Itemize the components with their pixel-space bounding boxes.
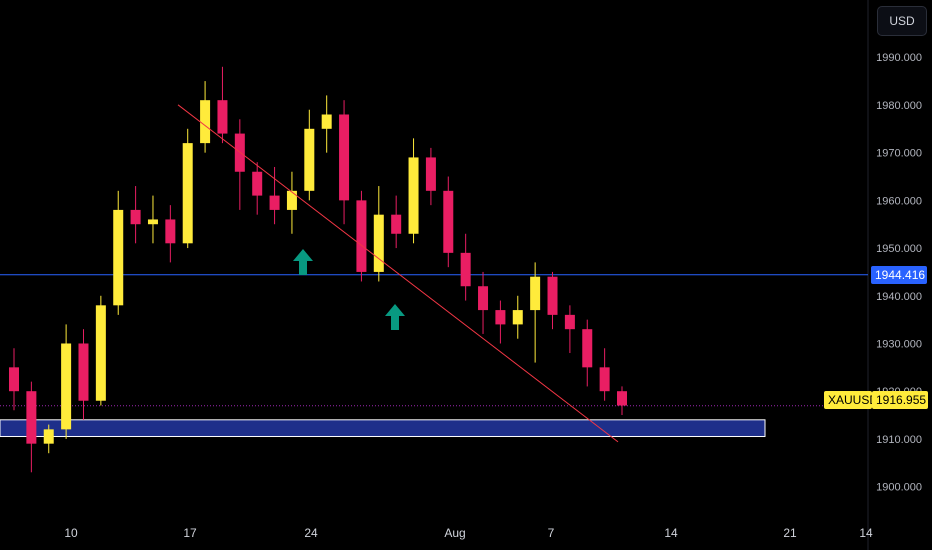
x-tick-label: 14 [664, 526, 678, 540]
x-tick-label: 10 [64, 526, 78, 540]
candle-body [530, 276, 541, 311]
candle-body [304, 128, 315, 191]
horizontal-line-price-tag: 1944.416 [871, 266, 927, 284]
candle-body [373, 214, 384, 272]
candle-body [61, 343, 72, 430]
candle-body [26, 391, 37, 444]
candle-body [512, 310, 523, 325]
symbol-tag: XAUUSD [824, 391, 878, 409]
candle-body [252, 171, 263, 196]
y-tick-label: 1970.000 [876, 148, 922, 160]
up-arrow-icon [385, 304, 405, 330]
candle-body [321, 114, 332, 129]
candle-body [217, 100, 228, 134]
candle-body [547, 276, 558, 315]
candle-body [165, 219, 176, 244]
candle-body [443, 190, 454, 253]
last-price-tag: 1916.955 [872, 391, 928, 409]
candle-body [95, 305, 106, 401]
x-tick-label: 24 [304, 526, 318, 540]
candle-body [564, 314, 575, 330]
y-tick-label: 1990.000 [876, 52, 922, 64]
candle-body [356, 200, 367, 272]
candle-body [339, 114, 350, 201]
y-tick-label: 1910.000 [876, 434, 922, 446]
candle-body [408, 157, 419, 234]
up-arrow-icon [293, 249, 313, 275]
candle-body [200, 100, 211, 144]
candle-body [425, 157, 436, 191]
candle-body [43, 429, 54, 444]
candle-body [599, 367, 610, 392]
candle-body [130, 209, 141, 225]
y-tick-label: 1930.000 [876, 338, 922, 350]
candle-body [617, 391, 627, 406]
y-tick-label: 1900.000 [876, 482, 922, 494]
x-tick-label: 21 [783, 526, 797, 540]
candle-body [182, 143, 193, 244]
candle-body [9, 367, 19, 392]
x-tick-label: 17 [183, 526, 197, 540]
currency-button[interactable]: USD [877, 6, 927, 36]
x-tick-label: 14 [859, 526, 873, 540]
candle-body [113, 209, 124, 306]
y-tick-label: 1980.000 [876, 100, 922, 112]
candle-body [478, 286, 489, 311]
y-tick-label: 1960.000 [876, 195, 922, 207]
candle-body [147, 219, 158, 225]
candle-body [78, 343, 89, 401]
candle-body [269, 195, 280, 210]
candle-body [460, 252, 471, 287]
candle-body [391, 214, 402, 234]
candle-body [286, 190, 297, 210]
x-tick-label: Aug [444, 526, 465, 540]
x-tick-label: 7 [548, 526, 555, 540]
y-tick-label: 1940.000 [876, 291, 922, 303]
candle-body [495, 310, 506, 325]
trendline [177, 104, 619, 443]
y-tick-label: 1950.000 [876, 243, 922, 255]
support-zone [0, 419, 766, 438]
candle-body [582, 329, 593, 368]
